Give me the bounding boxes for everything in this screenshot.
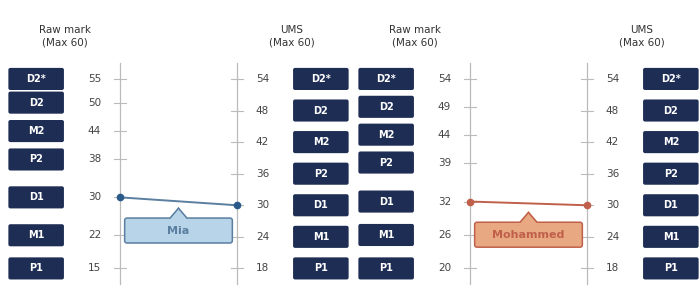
FancyBboxPatch shape xyxy=(293,163,349,185)
FancyBboxPatch shape xyxy=(125,218,232,243)
FancyBboxPatch shape xyxy=(358,190,414,213)
FancyBboxPatch shape xyxy=(8,148,64,170)
Text: 48: 48 xyxy=(256,106,270,116)
Text: UMS
(Max 60): UMS (Max 60) xyxy=(269,25,314,47)
Text: 15: 15 xyxy=(88,263,101,273)
Text: 20: 20 xyxy=(438,263,451,273)
Text: D2: D2 xyxy=(29,98,43,108)
FancyBboxPatch shape xyxy=(8,68,64,90)
Text: P1: P1 xyxy=(29,263,43,273)
Text: D2*: D2* xyxy=(27,74,46,84)
Polygon shape xyxy=(518,212,539,224)
Text: M1: M1 xyxy=(28,230,44,240)
FancyBboxPatch shape xyxy=(8,224,64,246)
Text: M1: M1 xyxy=(378,230,394,240)
Text: 55: 55 xyxy=(88,74,101,84)
FancyBboxPatch shape xyxy=(643,226,699,248)
Text: D1: D1 xyxy=(29,192,43,203)
Text: Mohammed: Mohammed xyxy=(492,230,565,240)
Text: D2*: D2* xyxy=(311,74,330,84)
Text: 30: 30 xyxy=(88,192,101,203)
Text: 36: 36 xyxy=(606,169,620,179)
Text: D1: D1 xyxy=(379,196,393,206)
FancyBboxPatch shape xyxy=(8,186,64,208)
FancyBboxPatch shape xyxy=(643,100,699,122)
Text: 18: 18 xyxy=(256,263,270,273)
FancyBboxPatch shape xyxy=(475,222,582,247)
Text: Raw mark
(Max 60): Raw mark (Max 60) xyxy=(389,25,441,47)
Text: 36: 36 xyxy=(256,169,270,179)
Text: P2: P2 xyxy=(379,158,393,167)
Text: P2: P2 xyxy=(314,169,328,179)
Text: 22: 22 xyxy=(88,230,101,240)
FancyBboxPatch shape xyxy=(293,100,349,122)
FancyBboxPatch shape xyxy=(643,68,699,90)
FancyBboxPatch shape xyxy=(643,257,699,280)
Text: 50: 50 xyxy=(88,98,101,108)
Text: D1: D1 xyxy=(314,200,328,210)
Text: P1: P1 xyxy=(379,263,393,273)
FancyBboxPatch shape xyxy=(358,96,414,118)
Text: P1: P1 xyxy=(314,263,328,273)
Text: Raw mark
(Max 60): Raw mark (Max 60) xyxy=(39,25,91,47)
FancyBboxPatch shape xyxy=(8,92,64,114)
Text: 39: 39 xyxy=(438,158,451,167)
Text: 44: 44 xyxy=(438,130,451,140)
Text: M2: M2 xyxy=(378,130,394,140)
Text: P2: P2 xyxy=(664,169,678,179)
Polygon shape xyxy=(168,208,189,220)
Text: 24: 24 xyxy=(256,232,270,242)
FancyBboxPatch shape xyxy=(358,224,414,246)
Text: D1: D1 xyxy=(664,200,678,210)
Text: 30: 30 xyxy=(606,200,619,210)
FancyBboxPatch shape xyxy=(293,257,349,280)
FancyBboxPatch shape xyxy=(358,152,414,174)
Text: 38: 38 xyxy=(88,154,101,164)
FancyBboxPatch shape xyxy=(8,257,64,280)
Text: 54: 54 xyxy=(256,74,270,84)
Text: D2: D2 xyxy=(314,106,328,116)
FancyBboxPatch shape xyxy=(293,226,349,248)
FancyBboxPatch shape xyxy=(293,68,349,90)
Text: 49: 49 xyxy=(438,102,451,112)
Text: 44: 44 xyxy=(88,126,101,136)
Text: M1: M1 xyxy=(313,232,329,242)
Text: UMS
(Max 60): UMS (Max 60) xyxy=(619,25,664,47)
Text: 42: 42 xyxy=(256,137,270,147)
Text: M2: M2 xyxy=(313,137,329,147)
Text: 24: 24 xyxy=(606,232,620,242)
Text: 26: 26 xyxy=(438,230,451,240)
Text: 32: 32 xyxy=(438,196,451,206)
Text: 42: 42 xyxy=(606,137,620,147)
Text: P1: P1 xyxy=(664,263,678,273)
Text: 48: 48 xyxy=(606,106,620,116)
Text: D2: D2 xyxy=(379,102,393,112)
Text: M1: M1 xyxy=(663,232,679,242)
Text: P2: P2 xyxy=(29,154,43,164)
Text: 54: 54 xyxy=(606,74,620,84)
Text: M2: M2 xyxy=(663,137,679,147)
Text: Mia: Mia xyxy=(167,226,190,236)
FancyBboxPatch shape xyxy=(358,124,414,146)
FancyBboxPatch shape xyxy=(358,68,414,90)
FancyBboxPatch shape xyxy=(643,194,699,216)
FancyBboxPatch shape xyxy=(358,257,414,280)
FancyBboxPatch shape xyxy=(293,131,349,153)
Text: 30: 30 xyxy=(256,200,269,210)
FancyBboxPatch shape xyxy=(643,163,699,185)
FancyBboxPatch shape xyxy=(8,120,64,142)
FancyBboxPatch shape xyxy=(643,131,699,153)
Text: D2*: D2* xyxy=(377,74,396,84)
Text: 54: 54 xyxy=(438,74,451,84)
Text: M2: M2 xyxy=(28,126,44,136)
Text: D2*: D2* xyxy=(661,74,680,84)
Text: D2: D2 xyxy=(664,106,678,116)
FancyBboxPatch shape xyxy=(293,194,349,216)
Text: 18: 18 xyxy=(606,263,620,273)
